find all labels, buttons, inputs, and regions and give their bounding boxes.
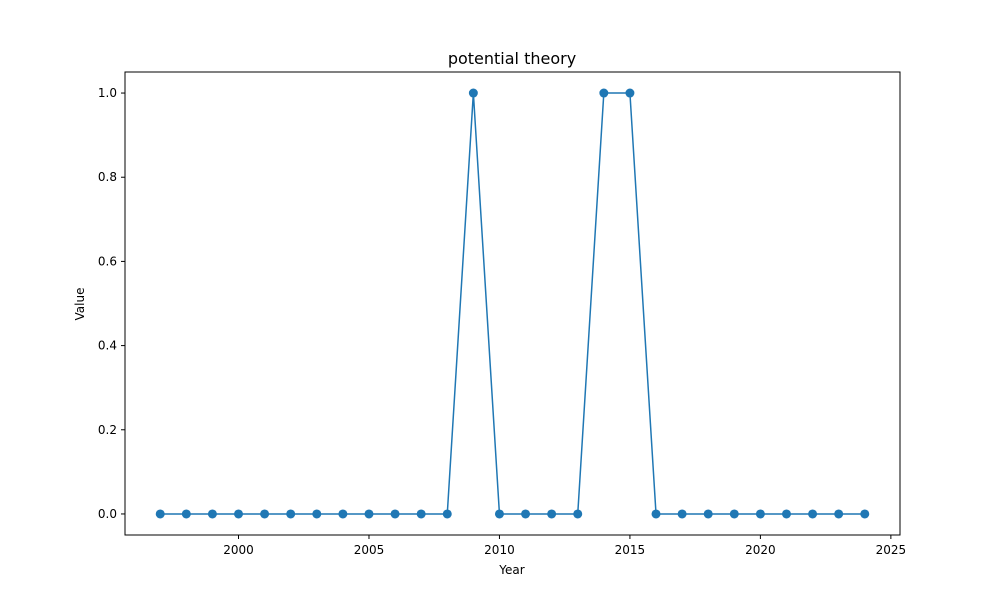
plot-area-frame [124, 71, 901, 536]
x-axis-ticks: 2000 2005 2010 2015 2020 2025 [223, 535, 906, 557]
x-tick-label: 2005 [354, 543, 385, 557]
x-tick-label: 2010 [484, 543, 515, 557]
data-point [390, 509, 400, 519]
data-point [416, 509, 426, 519]
y-axis-label: Value [73, 288, 87, 321]
data-point [834, 509, 844, 519]
data-point [442, 509, 452, 519]
series-layer [155, 88, 870, 519]
data-point [260, 509, 270, 519]
y-tick-label: 0.0 [98, 507, 117, 521]
data-point [625, 88, 635, 98]
chart-title: potential theory [448, 49, 576, 68]
x-tick-label: 2020 [745, 543, 776, 557]
y-axis-ticks: 0.0 0.2 0.4 0.6 0.8 1.0 [98, 86, 125, 521]
data-point [651, 509, 661, 519]
data-point [860, 509, 870, 519]
x-tick-label: 2000 [223, 543, 254, 557]
data-point [808, 509, 818, 519]
x-axis-label: Year [498, 563, 524, 577]
data-point [207, 509, 217, 519]
series-line [160, 92, 865, 515]
data-point [468, 88, 478, 98]
y-tick-label: 0.8 [98, 170, 117, 184]
y-tick-label: 0.6 [98, 254, 117, 268]
data-point [364, 509, 374, 519]
x-tick-label: 2015 [615, 543, 646, 557]
data-point [547, 509, 557, 519]
data-point [599, 88, 609, 98]
y-tick-label: 0.4 [98, 339, 117, 353]
data-point [729, 509, 739, 519]
data-point [155, 509, 165, 519]
data-point [703, 509, 713, 519]
x-tick-label: 2025 [876, 543, 907, 557]
data-point [338, 509, 348, 519]
data-point [312, 509, 322, 519]
data-point [494, 509, 504, 519]
data-point [286, 509, 296, 519]
data-point [573, 509, 583, 519]
data-point [755, 509, 765, 519]
data-point [521, 509, 531, 519]
data-point [234, 509, 244, 519]
data-point [181, 509, 191, 519]
data-point [781, 509, 791, 519]
y-tick-label: 1.0 [98, 86, 117, 100]
y-tick-label: 0.2 [98, 423, 117, 437]
data-point [677, 509, 687, 519]
